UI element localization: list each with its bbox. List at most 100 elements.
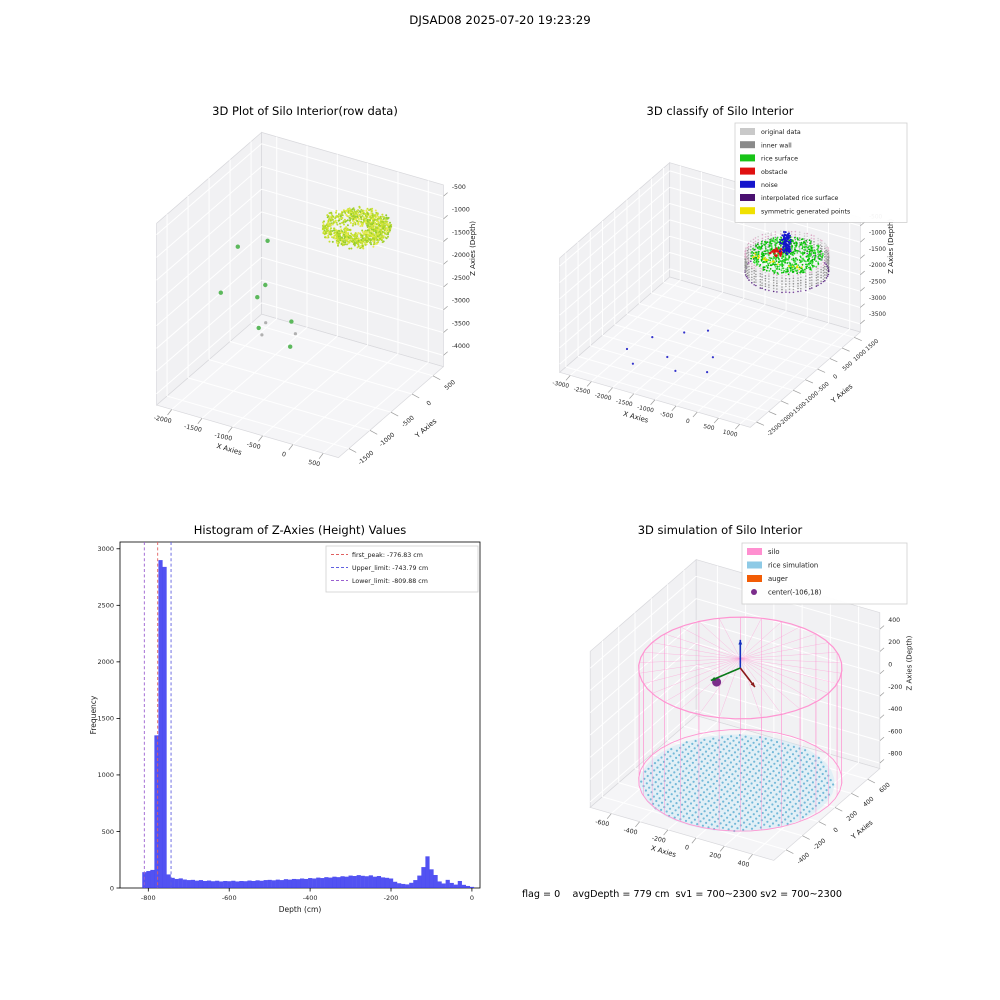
- svg-text:2000: 2000: [97, 658, 114, 666]
- svg-text:-500: -500: [401, 415, 416, 429]
- svg-text:-1000: -1000: [378, 431, 396, 448]
- status-line: flag = 0 avgDepth = 779 cm sv1 = 700~230…: [522, 889, 842, 900]
- svg-text:auger: auger: [768, 575, 788, 583]
- svg-text:-1500: -1500: [357, 450, 375, 467]
- svg-text:0: 0: [110, 884, 114, 892]
- svg-text:X Axies: X Axies: [216, 442, 243, 457]
- subplot-title-simulation-3d: 3D simulation of Silo Interior: [637, 523, 803, 537]
- svg-text:Z Axies (Depth): Z Axies (Depth): [887, 219, 895, 274]
- figure-title: DJSAD08 2025-07-20 19:23:29: [409, 13, 591, 27]
- svg-text:0: 0: [685, 419, 690, 426]
- svg-text:Depth (cm): Depth (cm): [279, 905, 322, 914]
- svg-text:original data: original data: [761, 129, 801, 136]
- svg-text:-400: -400: [796, 851, 811, 865]
- svg-text:-2000: -2000: [869, 263, 886, 269]
- svg-text:-3500: -3500: [869, 312, 886, 318]
- svg-text:-1500: -1500: [183, 423, 202, 434]
- svg-text:-200: -200: [651, 835, 666, 845]
- svg-text:500: 500: [102, 828, 114, 836]
- svg-text:first_peak: -776.83 cm: first_peak: -776.83 cm: [352, 552, 423, 559]
- svg-text:400: 400: [737, 860, 750, 869]
- svg-text:0: 0: [833, 374, 840, 381]
- svg-text:200: 200: [846, 810, 860, 823]
- svg-text:-600: -600: [888, 728, 902, 735]
- svg-text:-200: -200: [888, 684, 902, 691]
- svg-text:-4000: -4000: [452, 343, 470, 350]
- svg-text:-3500: -3500: [452, 320, 470, 327]
- svg-text:Lower_limit: -809.88 cm: Lower_limit: -809.88 cm: [352, 578, 428, 585]
- svg-text:Y Axies: Y Axies: [849, 818, 875, 841]
- svg-text:-800: -800: [888, 751, 902, 758]
- svg-text:1500: 1500: [865, 338, 880, 352]
- svg-text:-1500: -1500: [452, 229, 470, 236]
- svg-text:-1000: -1000: [803, 390, 820, 406]
- svg-text:-1000: -1000: [869, 231, 886, 237]
- svg-text:Frequency: Frequency: [90, 695, 98, 734]
- svg-text:-500: -500: [246, 441, 261, 451]
- svg-text:0: 0: [425, 400, 433, 408]
- svg-text:-2000: -2000: [452, 252, 470, 259]
- svg-text:0: 0: [281, 451, 286, 459]
- subplot-title-raw-3d: 3D Plot of Silo Interior(row data): [212, 104, 398, 118]
- svg-text:200: 200: [709, 851, 722, 860]
- svg-text:0: 0: [684, 844, 689, 852]
- svg-text:-500: -500: [452, 184, 466, 191]
- svg-text:inner wall: inner wall: [761, 142, 792, 149]
- svg-text:500: 500: [443, 379, 457, 392]
- svg-text:-400: -400: [623, 827, 638, 837]
- svg-text:200: 200: [888, 639, 900, 646]
- svg-text:-800: -800: [141, 894, 156, 902]
- subplot-title-histogram: Histogram of Z-Axies (Height) Values: [193, 523, 407, 537]
- svg-text:3000: 3000: [97, 545, 114, 553]
- svg-text:-2000: -2000: [153, 415, 172, 426]
- svg-text:-2500: -2500: [452, 275, 470, 282]
- svg-text:Y Axies: Y Axies: [413, 417, 439, 440]
- svg-text:-3000: -3000: [452, 298, 470, 305]
- svg-text:interpolated rice surface: interpolated rice surface: [761, 195, 839, 202]
- svg-text:-2000: -2000: [594, 393, 612, 402]
- svg-text:1000: 1000: [853, 349, 868, 363]
- svg-text:-1000: -1000: [214, 432, 233, 443]
- svg-text:center(-106,18): center(-106,18): [768, 589, 822, 597]
- svg-text:-1500: -1500: [615, 399, 633, 408]
- svg-text:-600: -600: [222, 894, 237, 902]
- svg-text:-400: -400: [303, 894, 318, 902]
- svg-text:0: 0: [888, 662, 892, 669]
- svg-text:symmetric generated points: symmetric generated points: [761, 208, 850, 215]
- svg-text:-600: -600: [595, 819, 610, 829]
- svg-text:-3000: -3000: [552, 381, 570, 390]
- svg-text:0: 0: [832, 826, 840, 834]
- svg-text:500: 500: [308, 459, 321, 468]
- svg-text:600: 600: [878, 782, 892, 795]
- svg-text:1500: 1500: [97, 715, 114, 723]
- svg-text:-3000: -3000: [869, 296, 886, 302]
- depth-histogram-plot: -800 -600 -400 -200 0 0 500 1000 1500 2000 2500 300…: [90, 541, 481, 914]
- svg-text:1000: 1000: [97, 771, 114, 779]
- svg-text:2500: 2500: [97, 602, 114, 610]
- svg-text:-2500: -2500: [869, 280, 886, 286]
- svg-text:500: 500: [703, 424, 715, 432]
- svg-text:-500: -500: [659, 411, 673, 420]
- svg-text:0: 0: [470, 894, 474, 902]
- svg-text:-2500: -2500: [573, 387, 591, 396]
- svg-text:-200: -200: [384, 894, 399, 902]
- svg-text:noise: noise: [761, 182, 778, 189]
- svg-text:-200: -200: [812, 837, 827, 851]
- svg-text:Upper_limit: -743.79 cm: Upper_limit: -743.79 cm: [352, 565, 428, 572]
- svg-text:Z Axies (Depth): Z Axies (Depth): [469, 221, 477, 276]
- svg-text:-1000: -1000: [452, 207, 470, 214]
- svg-text:-1000: -1000: [636, 405, 654, 414]
- subplot-title-classify-3d: 3D classify of Silo Interior: [646, 104, 794, 118]
- svg-text:-400: -400: [888, 706, 902, 713]
- svg-text:obstacle: obstacle: [761, 169, 788, 176]
- svg-text:Z Axies (Depth): Z Axies (Depth): [906, 635, 914, 690]
- svg-text:silo: silo: [768, 548, 779, 556]
- svg-text:-500: -500: [817, 381, 831, 394]
- svg-text:rice simulation: rice simulation: [768, 562, 818, 570]
- svg-text:X Axies: X Axies: [650, 844, 677, 859]
- svg-text:-1500: -1500: [869, 247, 886, 253]
